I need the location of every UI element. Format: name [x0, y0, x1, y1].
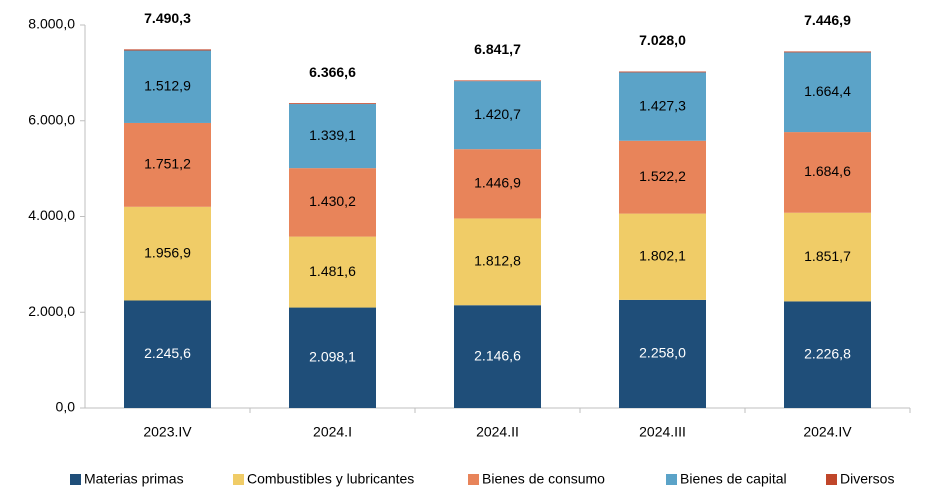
data-label: 1.446,9: [474, 175, 521, 191]
bar-segment: [124, 50, 211, 123]
data-label: 1.522,2: [639, 168, 686, 184]
total-label: 7.446,9: [804, 12, 851, 28]
data-label: 1.430,2: [309, 193, 356, 209]
data-label: 1.812,8: [474, 253, 521, 269]
bar-segment: [289, 307, 376, 408]
y-tick-label: 0,0: [56, 399, 76, 415]
bar-segment: [454, 80, 541, 82]
bar-segment: [124, 300, 211, 408]
bar-segment: [454, 218, 541, 306]
legend-label: Combustibles y lubricantes: [247, 471, 414, 487]
bar-segment: [454, 305, 541, 408]
data-label: 1.427,3: [639, 97, 686, 113]
legend-swatch: [468, 474, 479, 485]
y-tick-label: 8.000,0: [28, 16, 75, 32]
data-label: 2.226,8: [804, 345, 851, 361]
total-label: 7.490,3: [144, 10, 191, 26]
data-label: 1.802,1: [639, 247, 686, 263]
data-label: 1.684,6: [804, 163, 851, 179]
y-tick-label: 4.000,0: [28, 207, 75, 223]
legend-swatch: [233, 474, 244, 485]
bar-segment: [784, 212, 871, 302]
data-label: 1.751,2: [144, 156, 191, 172]
total-label: 6.366,6: [309, 64, 356, 80]
bar-segment: [784, 51, 871, 53]
bar-segment: [784, 301, 871, 408]
bar-segment: [124, 122, 211, 207]
bar-segment: [619, 140, 706, 214]
y-tick-label: 2.000,0: [28, 303, 75, 319]
legend-label: Bienes de consumo: [482, 471, 605, 487]
bar-segment: [454, 81, 541, 150]
bar-segment: [289, 168, 376, 237]
data-label: 1.851,7: [804, 248, 851, 264]
x-tick-label: 2023.IV: [143, 424, 192, 440]
legend-swatch: [826, 474, 837, 485]
data-label: 2.245,6: [144, 345, 191, 361]
legend-swatch: [666, 474, 677, 485]
bar-segment: [784, 132, 871, 213]
data-label: 2.098,1: [309, 348, 356, 364]
y-tick-label: 6.000,0: [28, 111, 75, 127]
total-label: 7.028,0: [639, 32, 686, 48]
legend-label: Diversos: [840, 471, 894, 487]
x-tick-label: 2024.II: [476, 424, 519, 440]
bar-segment: [619, 71, 706, 73]
bar-segment: [289, 104, 376, 169]
data-label: 2.146,6: [474, 347, 521, 363]
bar-segment: [289, 103, 376, 105]
bar-segment: [454, 149, 541, 219]
legend-label: Bienes de capital: [680, 471, 787, 487]
data-label: 1.956,9: [144, 244, 191, 260]
data-label: 1.339,1: [309, 127, 356, 143]
data-label: 2.258,0: [639, 345, 686, 361]
total-label: 6.841,7: [474, 41, 521, 57]
bar-segment: [619, 299, 706, 408]
bar-segment: [619, 72, 706, 141]
x-tick-label: 2024.IV: [803, 424, 852, 440]
x-tick-label: 2024.III: [639, 424, 686, 440]
bar-segment: [124, 206, 211, 301]
legend-label: Materias primas: [84, 471, 184, 487]
data-label: 1.664,4: [804, 83, 851, 99]
bar-segment: [124, 49, 211, 51]
bar-segment: [784, 52, 871, 133]
x-tick-label: 2024.I: [313, 424, 352, 440]
data-label: 1.481,6: [309, 263, 356, 279]
bar-segment: [289, 236, 376, 308]
bar-segment: [619, 213, 706, 300]
data-label: 1.512,9: [144, 77, 191, 93]
data-label: 1.420,7: [474, 106, 521, 122]
legend-swatch: [70, 474, 81, 485]
